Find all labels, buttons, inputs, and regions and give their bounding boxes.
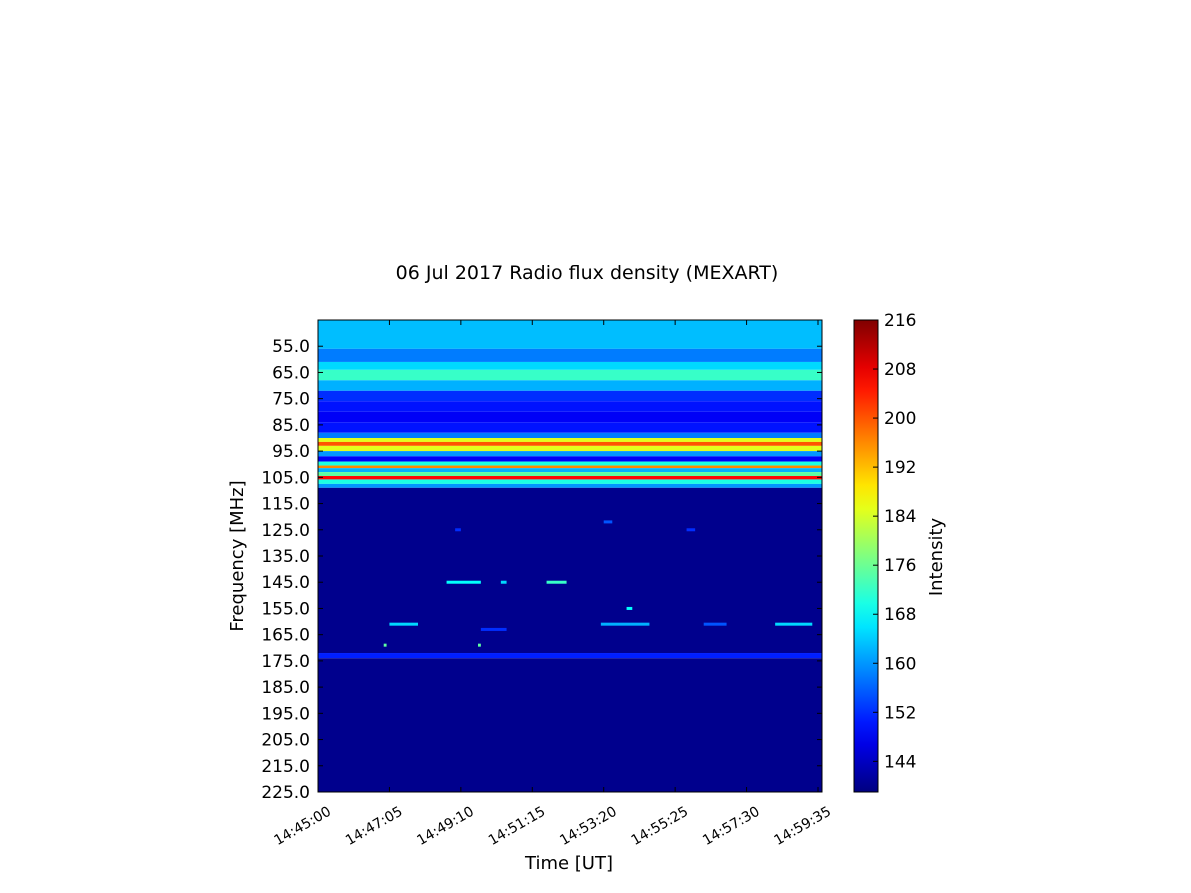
x-tick-label: 14:49:10 xyxy=(414,804,476,849)
colorbar-tick-label: 184 xyxy=(884,507,916,527)
frequency-band xyxy=(318,401,822,412)
frequency-band xyxy=(318,479,822,484)
frequency-band xyxy=(318,432,822,438)
colorbar-tick-label: 216 xyxy=(884,311,916,331)
frequency-band xyxy=(318,468,822,473)
chart-title: 06 Jul 2017 Radio flux density (MEXART) xyxy=(396,262,779,284)
y-tick-label: 125.0 xyxy=(261,521,310,541)
burst-spot xyxy=(478,643,481,647)
frequency-band xyxy=(318,487,822,654)
y-tick-label: 135.0 xyxy=(261,547,310,567)
y-tick-label: 65.0 xyxy=(272,363,310,383)
colorbar-tick-label: 144 xyxy=(884,752,916,772)
frequency-band xyxy=(318,476,822,480)
frequency-band xyxy=(318,380,822,391)
y-tick-label: 115.0 xyxy=(261,495,310,515)
y-tick-label: 155.0 xyxy=(261,599,310,619)
frequency-band xyxy=(318,390,822,402)
burst-spot xyxy=(546,580,567,584)
x-tick-label: 14:47:05 xyxy=(343,804,405,849)
frequency-band xyxy=(318,483,822,488)
frequency-band xyxy=(318,465,822,469)
frequency-band xyxy=(318,461,822,466)
colorbar-tick-label: 160 xyxy=(884,654,916,674)
frequency-band xyxy=(318,658,822,792)
frequency-band xyxy=(318,456,822,462)
colorbar: 216 208 200 192 184 176 168 160 152 144 xyxy=(853,311,916,793)
y-axis-label: Frequency [MHz] xyxy=(227,480,248,631)
burst-spot xyxy=(455,528,461,532)
y-tick-label: 55.0 xyxy=(272,337,310,357)
burst-spot xyxy=(600,622,650,626)
heatmap-area xyxy=(317,319,823,793)
colorbar-gradient xyxy=(853,319,879,793)
frequency-band xyxy=(318,451,822,457)
x-axis-label: Time [UT] xyxy=(524,853,613,874)
x-tick-label: 14:57:30 xyxy=(700,804,762,849)
frequency-band xyxy=(318,445,822,452)
frequency-band xyxy=(318,320,822,349)
y-tick-label: 205.0 xyxy=(261,731,310,751)
burst-spot xyxy=(626,606,633,610)
y-tick-label: 145.0 xyxy=(261,573,310,593)
colorbar-tick-label: 152 xyxy=(884,703,916,723)
y-tick-label: 175.0 xyxy=(261,652,310,672)
frequency-band xyxy=(318,472,822,477)
x-tick-label: 14:55:25 xyxy=(629,804,691,849)
y-tick-label: 105.0 xyxy=(261,468,310,488)
colorbar-tick-label: 176 xyxy=(884,556,916,576)
x-tick-label: 14:45:00 xyxy=(272,804,334,849)
y-tick-label: 215.0 xyxy=(261,757,310,777)
frequency-band xyxy=(318,441,822,446)
burst-spot xyxy=(775,622,813,626)
x-tick-label: 14:51:15 xyxy=(486,804,548,849)
x-tick-label: 14:53:20 xyxy=(557,804,619,849)
y-tick-label: 185.0 xyxy=(261,678,310,698)
y-tick-label: 195.0 xyxy=(261,704,310,724)
frequency-band xyxy=(318,653,822,659)
frequency-band xyxy=(318,411,822,423)
colorbar-tick-label: 200 xyxy=(884,409,916,429)
colorbar-tick-label: 168 xyxy=(884,605,916,625)
burst-spot xyxy=(603,520,613,524)
burst-spot xyxy=(686,528,696,532)
colorbar-label: Intensity xyxy=(926,517,947,596)
frequency-band xyxy=(318,361,822,370)
y-tick-label: 75.0 xyxy=(272,390,310,410)
y-tick-label: 165.0 xyxy=(261,626,310,646)
burst-spot xyxy=(480,627,507,631)
frequency-band xyxy=(318,422,822,433)
burst-spot xyxy=(389,622,418,626)
burst-spot xyxy=(500,580,507,584)
colorbar-tick-label: 192 xyxy=(884,458,916,478)
burst-spot xyxy=(446,580,481,584)
burst-spot xyxy=(383,643,387,647)
burst-spot xyxy=(703,622,727,626)
colorbar-tick-label: 208 xyxy=(884,360,916,380)
y-tick-label: 95.0 xyxy=(272,442,310,462)
x-tick-label: 14:59:35 xyxy=(772,804,834,849)
frequency-band xyxy=(318,369,822,381)
y-tick-label: 225.0 xyxy=(261,783,310,803)
frequency-band xyxy=(318,438,822,442)
frequency-band xyxy=(318,348,822,362)
y-tick-label: 85.0 xyxy=(272,416,310,436)
y-axis-ticks: 55.0 65.0 75.0 85.0 95.0 105.0 115.0 125.0 135.0… xyxy=(261,337,822,803)
